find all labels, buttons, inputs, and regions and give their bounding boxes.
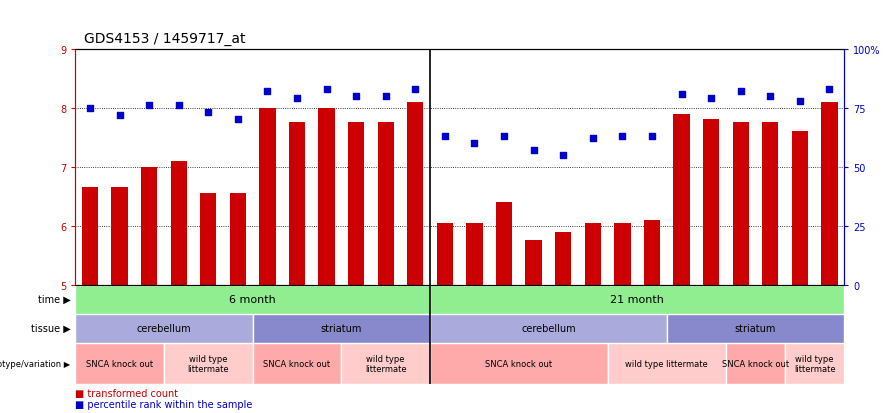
Bar — [614, 223, 630, 285]
Text: GDS4153 / 1459717_at: GDS4153 / 1459717_at — [84, 31, 246, 45]
Point — [822, 86, 836, 93]
Bar — [253, 314, 431, 343]
Bar — [75, 314, 253, 343]
Point — [497, 133, 511, 140]
Bar — [555, 232, 571, 285]
Point — [793, 98, 807, 104]
Point — [468, 140, 482, 147]
Text: ■ percentile rank within the sample: ■ percentile rank within the sample — [75, 399, 253, 409]
Bar — [318, 108, 335, 285]
Point — [438, 133, 452, 140]
Point — [556, 152, 570, 159]
Point — [704, 96, 718, 102]
Point — [171, 103, 186, 109]
Point — [734, 89, 748, 95]
Text: 6 month: 6 month — [229, 294, 276, 304]
Text: striatum: striatum — [321, 323, 362, 333]
Point — [645, 133, 659, 140]
Bar — [525, 241, 542, 285]
Text: cerebellum: cerebellum — [136, 323, 191, 333]
Bar — [431, 285, 844, 314]
Point — [349, 93, 363, 100]
Point — [83, 105, 97, 112]
Bar — [82, 188, 98, 285]
Bar — [253, 343, 341, 384]
Text: wild type
littermate: wild type littermate — [365, 354, 407, 373]
Text: wild type littermate: wild type littermate — [625, 359, 708, 368]
Bar — [141, 167, 157, 285]
Point — [319, 86, 333, 93]
Bar — [437, 223, 453, 285]
Bar — [785, 343, 844, 384]
Point — [142, 103, 156, 109]
Bar — [496, 202, 512, 285]
Text: SNCA knock out: SNCA knock out — [722, 359, 789, 368]
Point — [408, 86, 423, 93]
Bar — [584, 223, 601, 285]
Bar — [792, 132, 808, 285]
Point — [527, 147, 541, 154]
Bar — [733, 123, 749, 285]
Text: tissue ▶: tissue ▶ — [31, 323, 71, 333]
Bar — [75, 285, 431, 314]
Point — [586, 136, 600, 142]
Text: 21 month: 21 month — [610, 294, 664, 304]
Bar — [348, 123, 364, 285]
Bar — [75, 343, 164, 384]
Point — [615, 133, 629, 140]
Bar — [259, 108, 276, 285]
Text: SNCA knock out: SNCA knock out — [263, 359, 331, 368]
Bar — [607, 343, 726, 384]
Text: striatum: striatum — [735, 323, 776, 333]
Bar — [762, 123, 779, 285]
Point — [378, 93, 392, 100]
Bar — [377, 123, 394, 285]
Bar — [200, 194, 217, 285]
Bar — [431, 343, 607, 384]
Bar — [111, 188, 127, 285]
Text: SNCA knock out: SNCA knock out — [485, 359, 552, 368]
Text: SNCA knock out: SNCA knock out — [86, 359, 153, 368]
Bar — [703, 120, 720, 285]
Point — [290, 96, 304, 102]
Point — [231, 117, 245, 123]
Point — [260, 89, 274, 95]
Bar — [164, 343, 253, 384]
Text: wild type
littermate: wild type littermate — [794, 354, 835, 373]
Bar — [230, 194, 246, 285]
Text: time ▶: time ▶ — [38, 294, 71, 304]
Text: wild type
littermate: wild type littermate — [187, 354, 229, 373]
Bar — [667, 314, 844, 343]
Point — [112, 112, 126, 119]
Text: ■ transformed count: ■ transformed count — [75, 388, 179, 398]
Bar — [644, 220, 660, 285]
Bar — [467, 223, 483, 285]
Bar — [289, 123, 305, 285]
Point — [202, 110, 216, 116]
Bar — [674, 114, 690, 285]
Bar — [408, 102, 423, 285]
Bar — [431, 314, 667, 343]
Text: genotype/variation ▶: genotype/variation ▶ — [0, 359, 71, 368]
Point — [763, 93, 777, 100]
Bar — [726, 343, 785, 384]
Text: cerebellum: cerebellum — [521, 323, 575, 333]
Bar — [821, 102, 837, 285]
Bar — [171, 161, 187, 285]
Point — [674, 91, 689, 97]
Bar — [341, 343, 431, 384]
